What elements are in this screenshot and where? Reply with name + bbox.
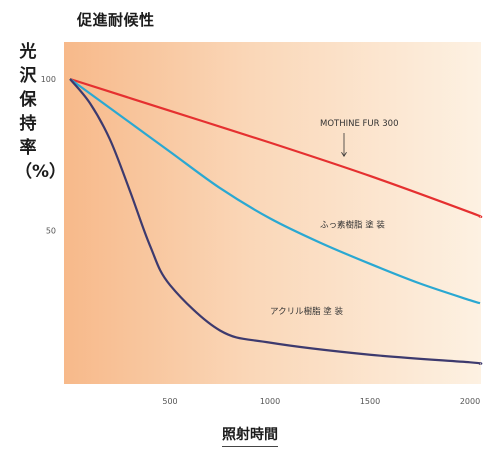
y-tick-label: 100 xyxy=(41,75,56,84)
annotation-arrowhead xyxy=(341,152,347,158)
x-tick-label: 500 xyxy=(162,397,177,406)
chart-title: 促進耐候性 xyxy=(77,11,155,29)
series-annotation-3: アクリル樹脂 塗 装 xyxy=(270,306,343,317)
series-annotation-2: ふっ素樹脂 塗 装 xyxy=(320,219,385,230)
series-line-3 xyxy=(69,78,483,365)
x-tick-label: 2000 xyxy=(460,397,480,406)
series-line-1 xyxy=(69,77,483,218)
x-axis-label: 照射時間 xyxy=(222,424,278,447)
x-tick-label: 1500 xyxy=(360,397,380,406)
y-tick-label: 50 xyxy=(46,227,56,236)
x-tick-label: 1000 xyxy=(260,397,280,406)
plot-area xyxy=(64,42,481,384)
series-annotation-1: MOTHINE FUR 300 xyxy=(320,119,399,129)
series-line-2 xyxy=(69,78,481,305)
